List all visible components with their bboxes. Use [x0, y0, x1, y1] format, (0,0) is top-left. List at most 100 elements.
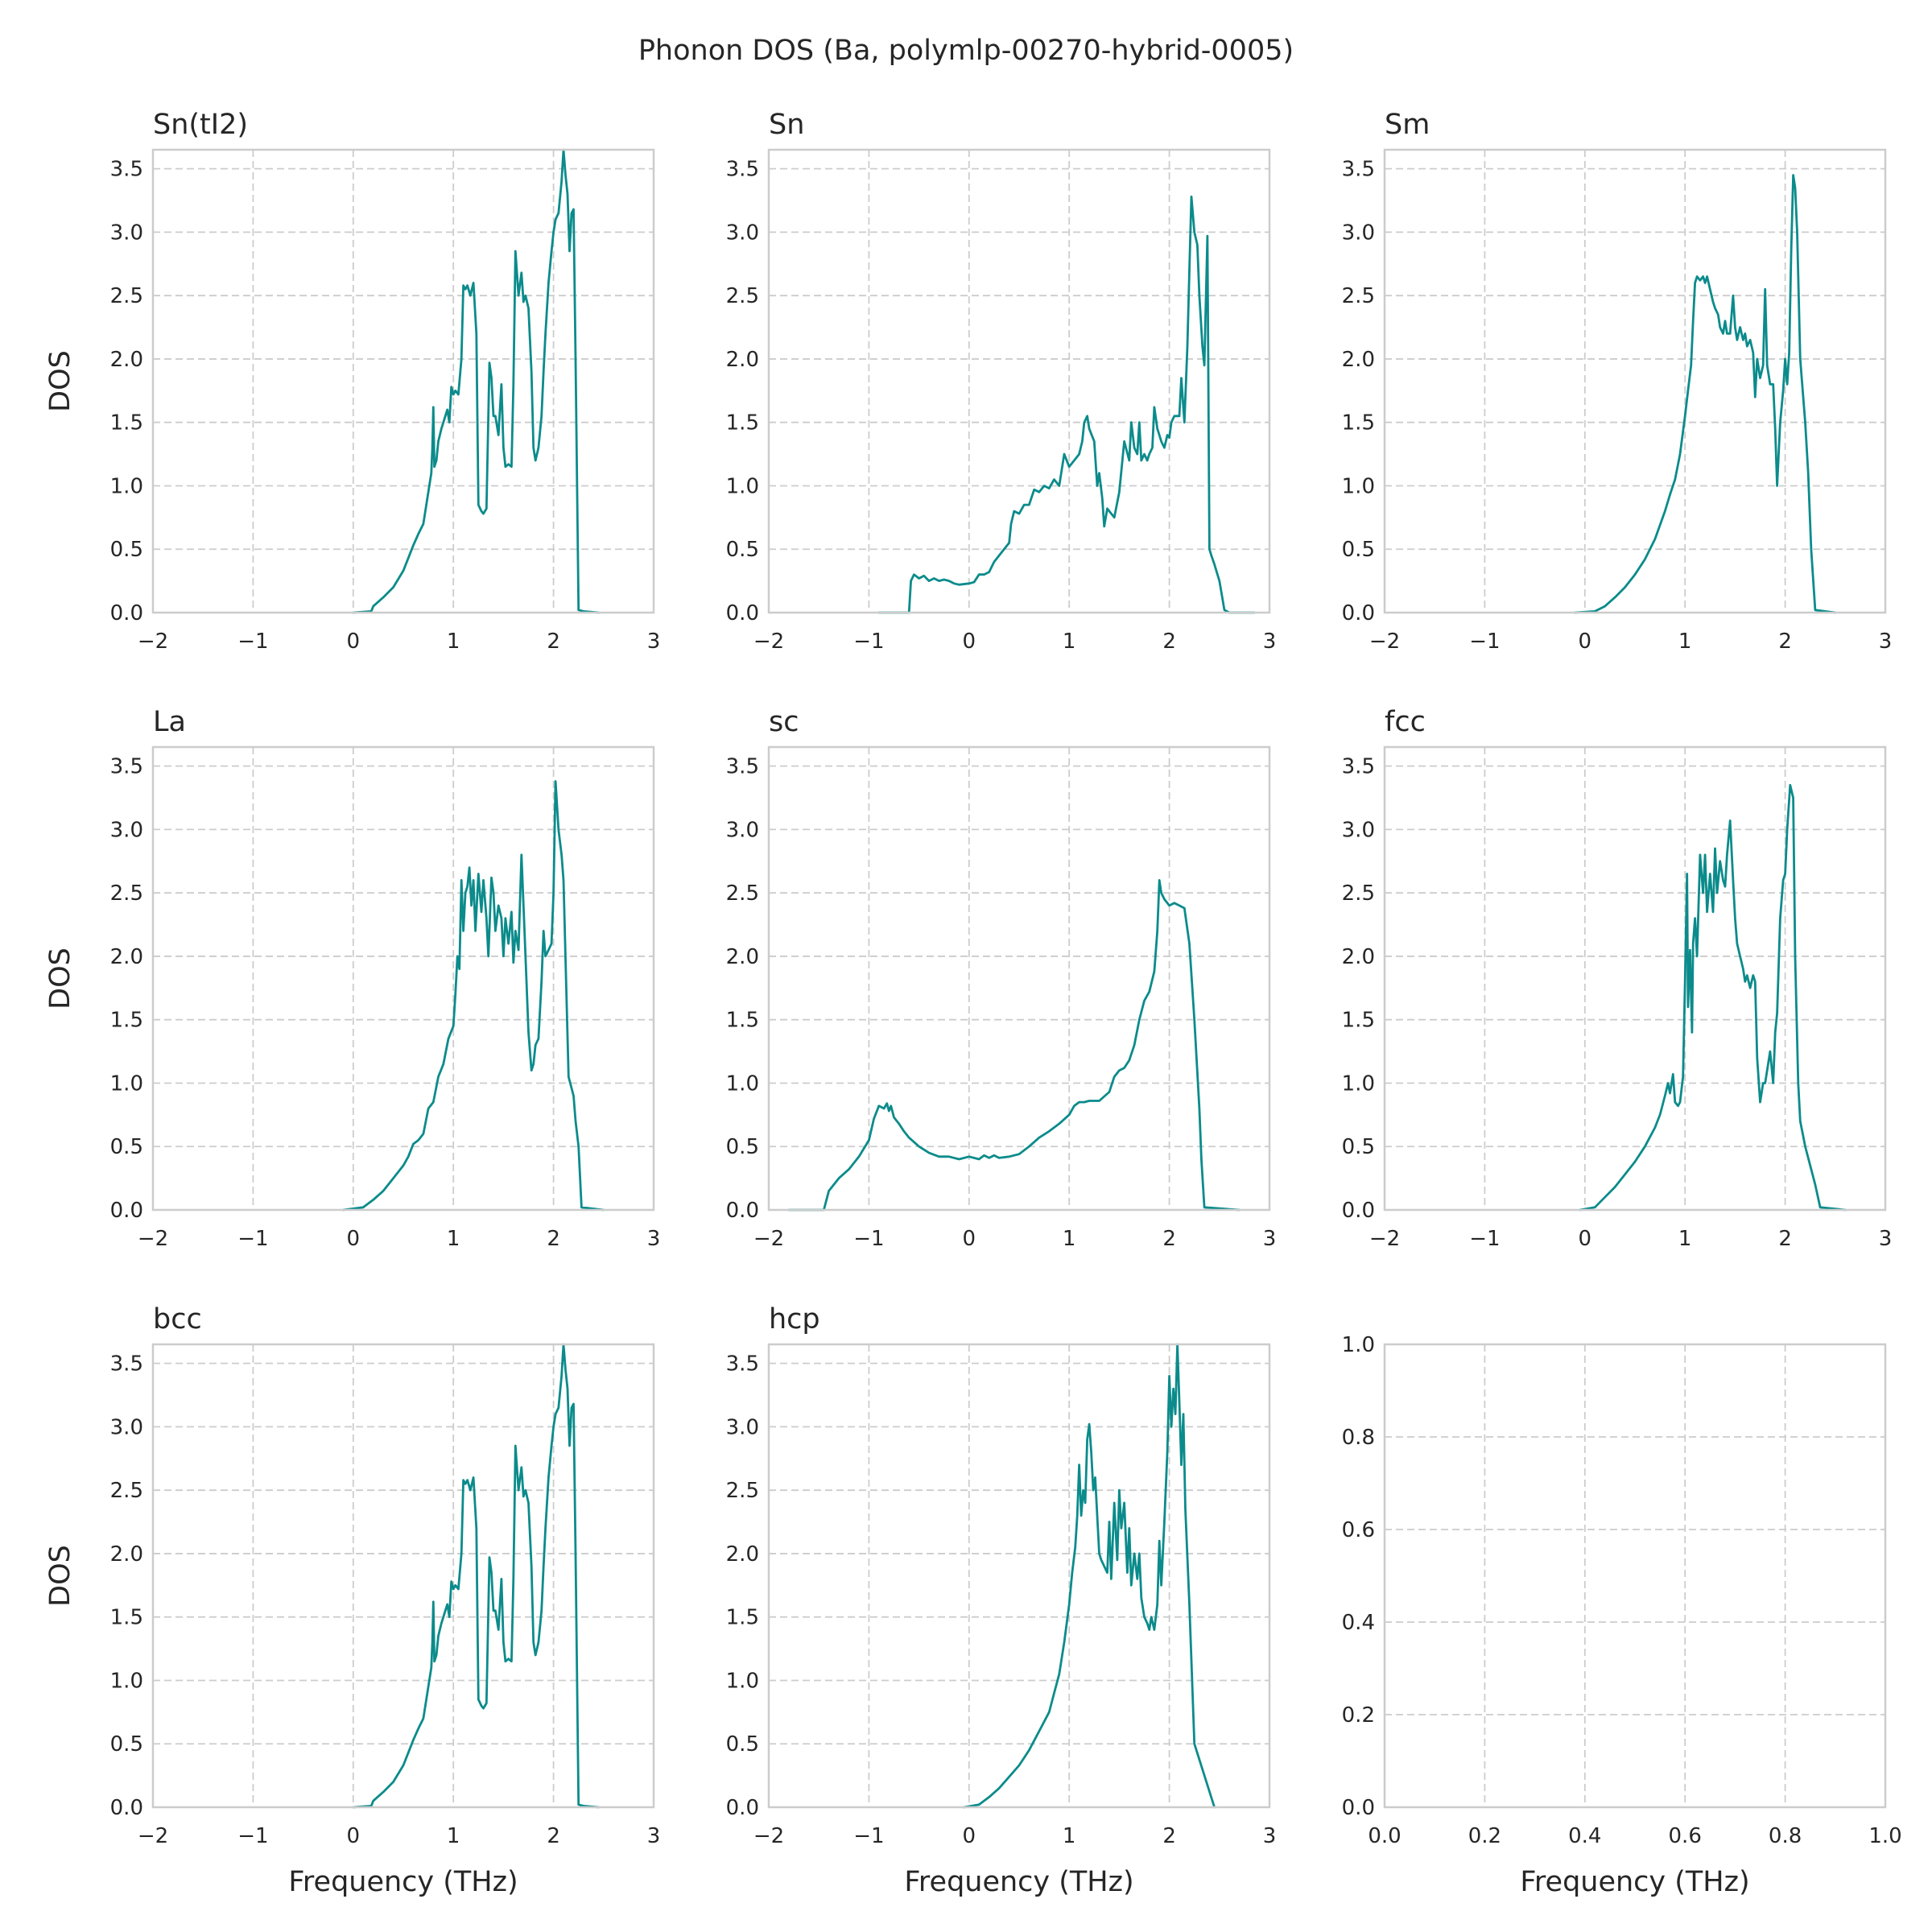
axes-frame [767, 1343, 1271, 1809]
x-tick-label: −2 [1369, 630, 1400, 654]
y-tick-label: 3.0 [1342, 221, 1375, 245]
y-tick-label: 1.0 [1342, 1071, 1375, 1096]
panel-grid: −2 −1 0 1 2 3 0.0 0.5 1.0 1.5 2.0 2.5 3.0 3.5 Sn(tI2) D… [44, 109, 1902, 1898]
panel-7: −2 −1 0 1 2 3 0.0 0.5 1.0 1.5 2.0 2.5 3.0 3.5 hcp Frequ… [726, 1303, 1277, 1898]
x-tick-label: 0 [347, 1227, 361, 1251]
axes-frame [1383, 1343, 1887, 1809]
y-tick-label: 2.5 [1342, 881, 1375, 906]
x-tick-label: 0 [347, 1824, 361, 1848]
y-tick-label: 3.0 [726, 221, 759, 245]
x-tick-label: 3 [1263, 1824, 1277, 1848]
axes-frame [151, 148, 655, 614]
y-tick-label: 2.5 [110, 1479, 143, 1503]
y-tick-label: 3.5 [1342, 158, 1375, 182]
y-tick-label: 2.0 [1342, 348, 1375, 372]
x-tick-label: 1 [1063, 1824, 1076, 1848]
x-tick-label: 0.6 [1669, 1824, 1702, 1848]
axes-frame [767, 745, 1271, 1212]
x-tick-label: 1 [1063, 1227, 1076, 1251]
x-tick-label: 3 [1263, 630, 1277, 654]
x-tick-label: −1 [1469, 630, 1500, 654]
x-tick-label: 1 [447, 1227, 460, 1251]
y-tick-label: 1.5 [1342, 411, 1375, 436]
y-tick-label: 1.0 [1342, 474, 1375, 498]
y-tick-label: 1.5 [110, 411, 143, 436]
x-tick-label: −2 [753, 1824, 784, 1848]
y-tick-label: 0.5 [726, 1732, 759, 1757]
dos-series-line [1579, 783, 1847, 1212]
x-tick-label: 2 [547, 1824, 560, 1848]
x-tick-label: 2 [1162, 1824, 1176, 1848]
y-tick-label: 0.0 [726, 601, 759, 625]
x-tick-label: 1.0 [1868, 1824, 1901, 1848]
panel-4: −2 −1 0 1 2 3 0.0 0.5 1.0 1.5 2.0 2.5 3.0 3.5 sc [726, 706, 1277, 1251]
y-tick-label: 2.5 [726, 1479, 759, 1503]
y-tick-label: 3.0 [726, 818, 759, 842]
panel-2: −2 −1 0 1 2 3 0.0 0.5 1.0 1.5 2.0 2.5 3.0 3.5 Sm [1342, 109, 1893, 654]
x-tick-label: 3 [647, 1227, 661, 1251]
y-tick-label: 2.0 [726, 945, 759, 969]
y-tick-label: 1.5 [726, 411, 759, 436]
y-tick-label: 2.0 [726, 348, 759, 372]
x-tick-label: 3 [647, 630, 661, 654]
dos-series-line [963, 1343, 1216, 1809]
x-tick-label: 3 [1879, 1227, 1893, 1251]
y-tick-label: 0.0 [726, 1199, 759, 1223]
y-tick-label: 3.5 [110, 1352, 143, 1377]
y-tick-label: 0.5 [726, 1135, 759, 1159]
x-tick-label: −1 [237, 1824, 268, 1848]
x-tick-label: −2 [138, 630, 168, 654]
x-tick-label: −1 [853, 630, 884, 654]
y-tick-label: 2.5 [726, 881, 759, 906]
y-tick-label: 0.0 [110, 601, 143, 625]
y-tick-label: 2.0 [726, 1542, 759, 1567]
x-tick-label: −1 [237, 1227, 268, 1251]
dos-series-line [787, 879, 1241, 1212]
y-tick-label: 0.0 [1342, 1796, 1375, 1820]
y-tick-label: 1.0 [110, 1669, 143, 1693]
x-tick-label: 0 [1579, 1227, 1592, 1251]
y-tick-label: 0.5 [1342, 538, 1375, 562]
x-axis-label: Frequency (THz) [904, 1866, 1133, 1898]
dos-series-line [352, 148, 600, 614]
y-tick-label: 0.0 [110, 1199, 143, 1223]
x-tick-label: −1 [237, 630, 268, 654]
dos-series-line [1574, 174, 1837, 614]
axes-frame [767, 148, 1271, 614]
x-tick-label: 1 [1063, 630, 1076, 654]
y-tick-label: 2.5 [110, 881, 143, 906]
y-tick-label: 0.6 [1342, 1518, 1375, 1542]
y-tick-label: 3.5 [110, 755, 143, 779]
x-tick-label: −1 [1469, 1227, 1500, 1251]
y-tick-label: 1.0 [110, 1071, 143, 1096]
panel-title: sc [769, 706, 799, 738]
y-tick-label: 2.5 [726, 284, 759, 308]
x-axis-label: Frequency (THz) [1520, 1866, 1749, 1898]
x-tick-label: 3 [647, 1824, 661, 1848]
y-tick-label: 0.8 [1342, 1426, 1375, 1450]
y-tick-label: 1.0 [110, 474, 143, 498]
x-axis-label: Frequency (THz) [288, 1866, 518, 1898]
y-axis-label: DOS [44, 1545, 76, 1607]
axes-frame [151, 745, 655, 1212]
panel-0: −2 −1 0 1 2 3 0.0 0.5 1.0 1.5 2.0 2.5 3.0 3.5 Sn(tI2) D… [44, 109, 660, 654]
y-tick-label: 1.5 [110, 1606, 143, 1630]
y-tick-label: 1.0 [726, 474, 759, 498]
y-tick-label: 3.0 [110, 1415, 143, 1439]
panel-8: 0.0 0.2 0.4 0.6 0.8 1.0 0.0 0.2 0.4 0.6 0.8 1.0 Freq… [1342, 1333, 1902, 1898]
dos-series-line [341, 780, 605, 1212]
y-tick-label: 0.0 [1342, 601, 1375, 625]
x-tick-label: 1 [1678, 1227, 1692, 1251]
x-tick-label: 0 [963, 1227, 976, 1251]
y-tick-label: 0.5 [110, 1732, 143, 1757]
panel-1: −2 −1 0 1 2 3 0.0 0.5 1.0 1.5 2.0 2.5 3.0 3.5 Sn [726, 109, 1277, 654]
y-tick-label: 3.0 [1342, 818, 1375, 842]
x-tick-label: 1 [447, 1824, 460, 1848]
x-tick-label: 2 [1162, 630, 1176, 654]
y-tick-label: 0.5 [110, 538, 143, 562]
y-tick-label: 2.0 [1342, 945, 1375, 969]
x-tick-label: 0.2 [1468, 1824, 1501, 1848]
x-tick-label: −2 [1369, 1227, 1400, 1251]
